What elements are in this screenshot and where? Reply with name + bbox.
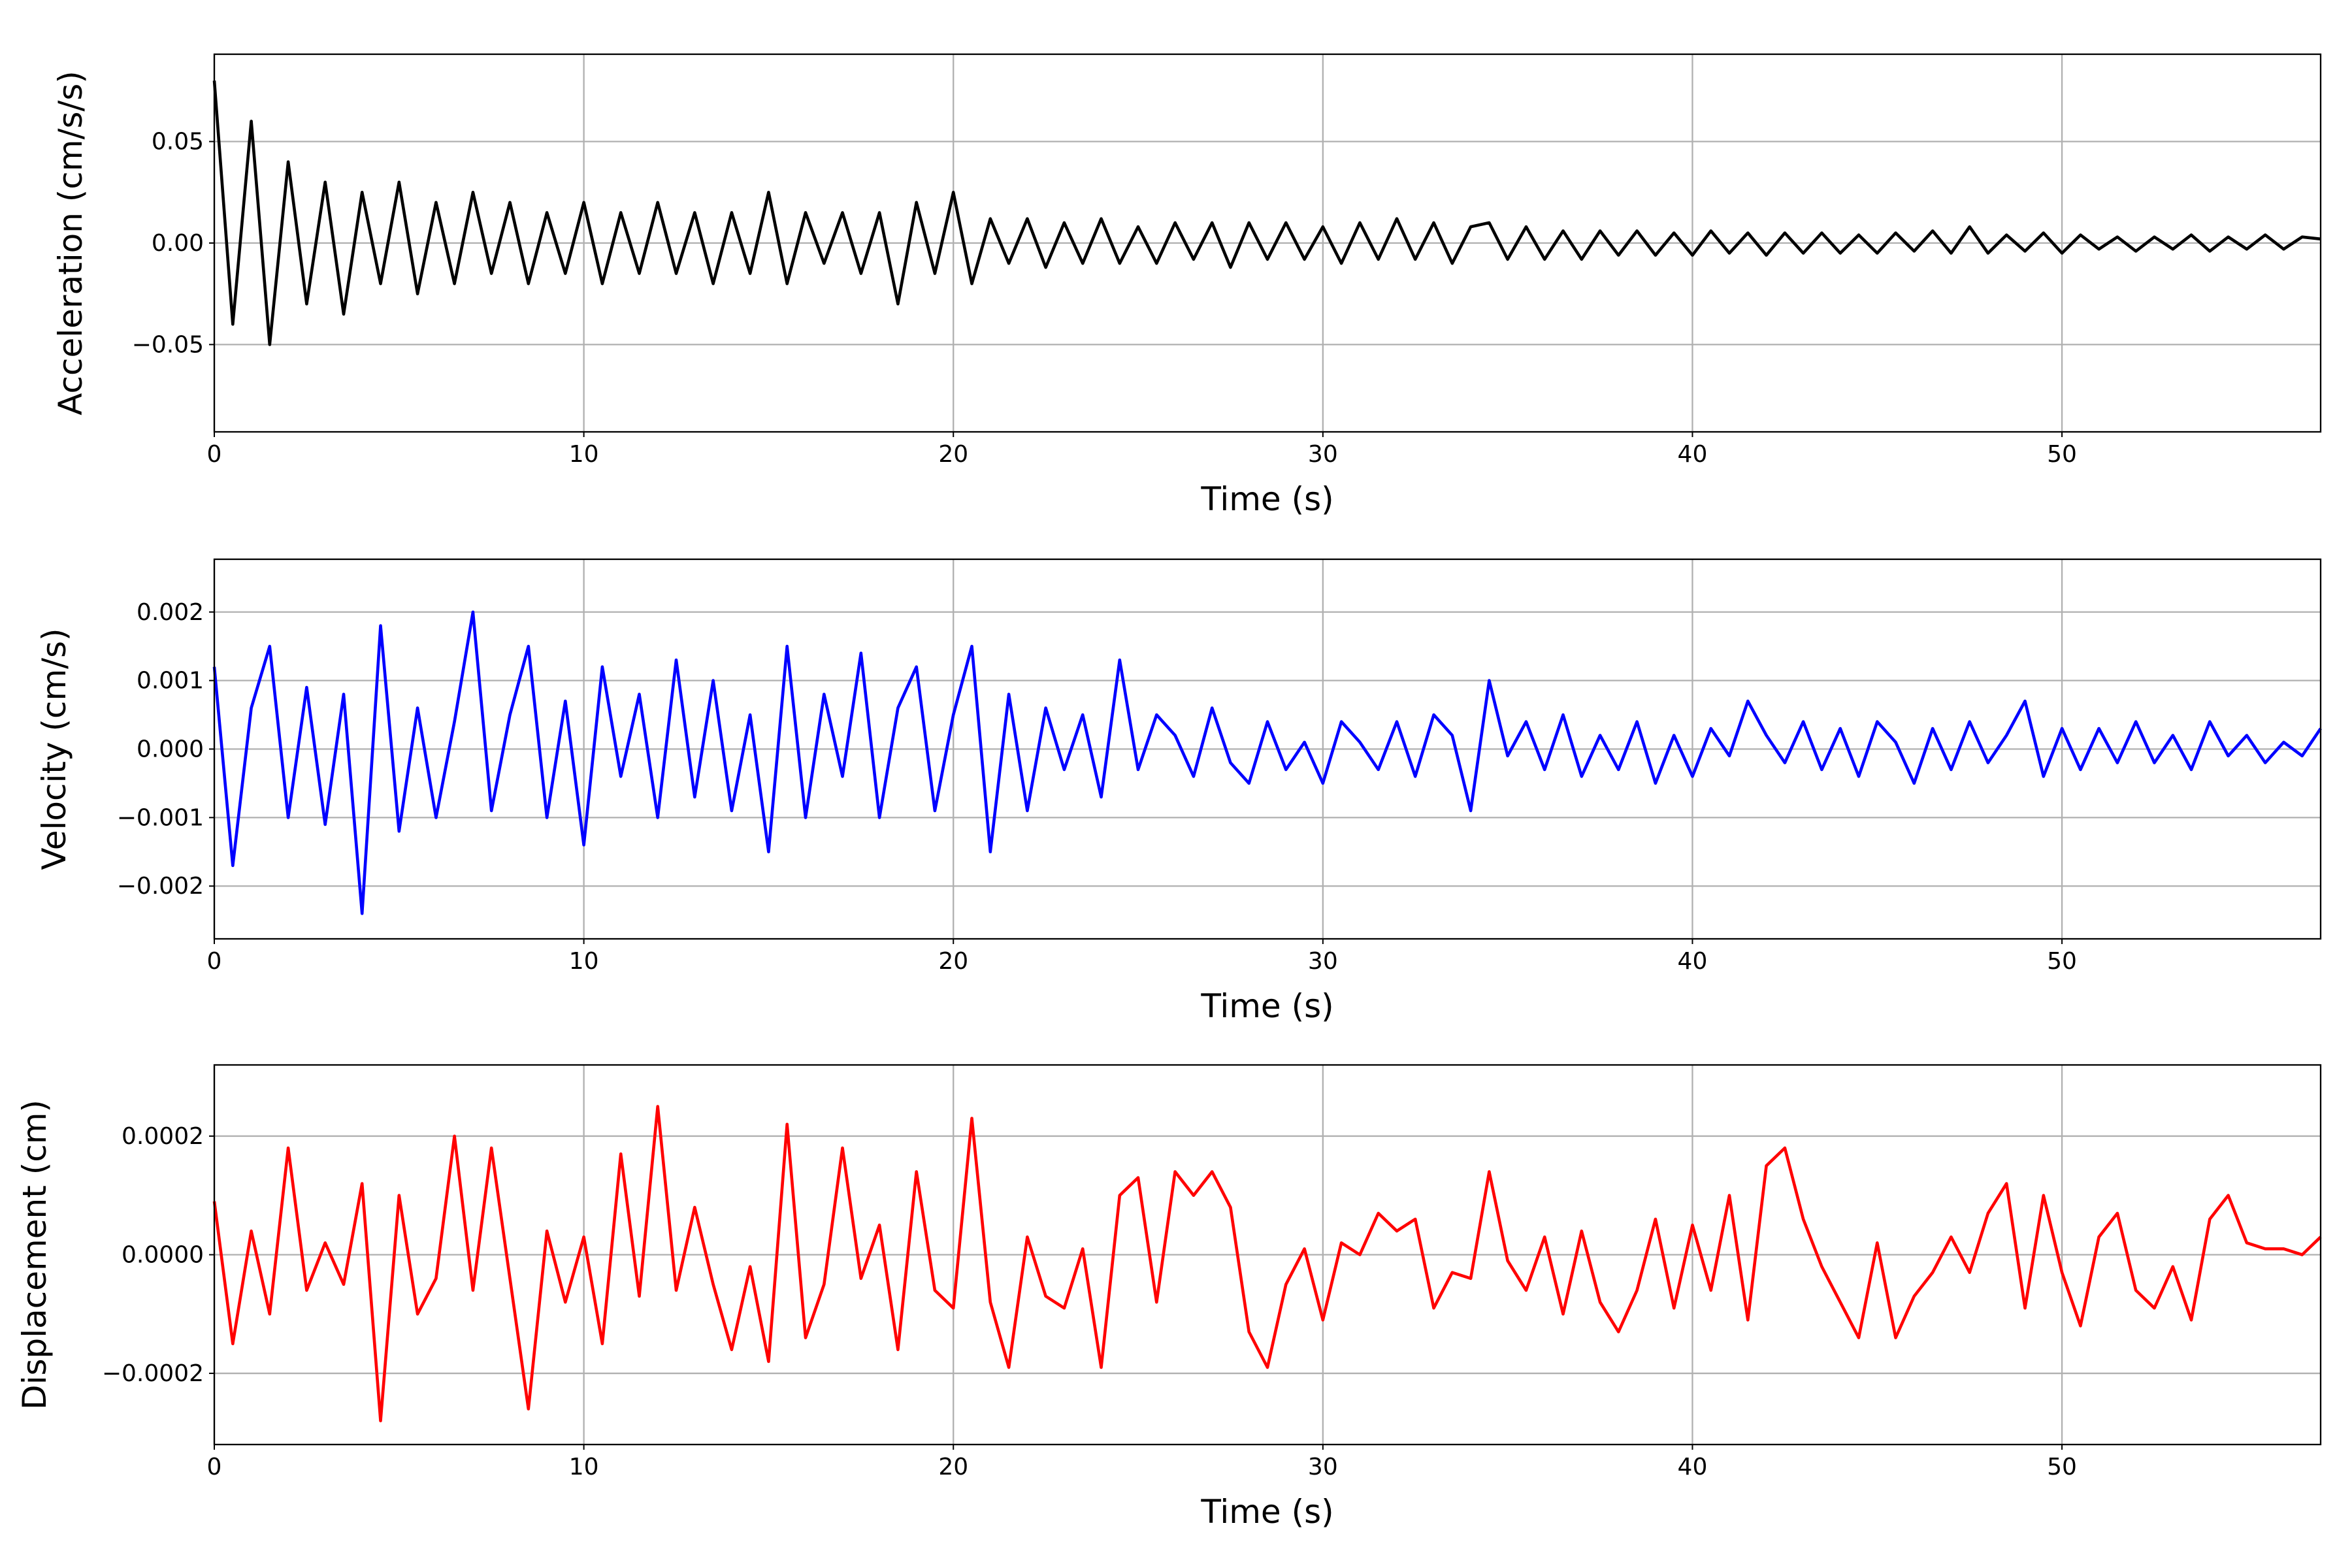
x-tick-label: 30 <box>1308 441 1338 468</box>
x-axis-label: Time (s) <box>1200 987 1333 1025</box>
y-tick-label: 0.000 <box>137 736 204 763</box>
y-tick-label: 0.001 <box>137 668 204 694</box>
x-tick-label: 0 <box>207 948 222 975</box>
y-tick-label: 0.0002 <box>122 1123 204 1150</box>
y-axis-label: Velocity (cm/s) <box>35 628 73 870</box>
x-tick-label: 20 <box>938 1454 968 1480</box>
axes-frame <box>213 53 2322 433</box>
y-tick-label: 0.0000 <box>122 1242 204 1269</box>
axes-frame <box>213 558 2322 940</box>
data-line <box>212 80 2321 346</box>
x-tick-label: 50 <box>2047 948 2077 975</box>
y-tick-label: −0.05 <box>132 331 204 358</box>
data-line <box>212 1105 2322 1422</box>
x-tick-label: 40 <box>1678 441 1708 468</box>
x-axis-label: Time (s) <box>1200 480 1333 518</box>
x-tick-label: 0 <box>207 1454 222 1480</box>
x-tick-label: 10 <box>569 441 599 468</box>
x-tick-label: 10 <box>569 948 599 975</box>
x-tick-label: 30 <box>1308 1454 1338 1480</box>
y-tick-label: −0.002 <box>117 873 204 900</box>
y-axis-label: Acceleration (cm/s/s) <box>52 71 90 416</box>
x-axis-label: Time (s) <box>1200 1493 1333 1531</box>
x-tick-label: 20 <box>938 948 968 975</box>
x-tick-label: 0 <box>207 441 222 468</box>
x-tick-label: 50 <box>2047 1454 2077 1480</box>
data-line <box>212 610 2322 915</box>
y-tick-label: −0.0002 <box>102 1360 204 1387</box>
y-tick-label: 0.00 <box>152 230 204 257</box>
y-tick-label: −0.001 <box>117 804 204 831</box>
y-tick-label: 0.05 <box>152 129 204 155</box>
x-tick-label: 50 <box>2047 441 2077 468</box>
x-tick-label: 20 <box>938 441 968 468</box>
x-tick-label: 30 <box>1308 948 1338 975</box>
y-tick-label: 0.002 <box>137 599 204 626</box>
x-tick-label: 40 <box>1678 1454 1708 1480</box>
y-axis-label: Displacement (cm) <box>16 1100 54 1410</box>
axes-frame <box>213 1064 2322 1446</box>
x-tick-label: 40 <box>1678 948 1708 975</box>
x-tick-label: 10 <box>569 1454 599 1480</box>
